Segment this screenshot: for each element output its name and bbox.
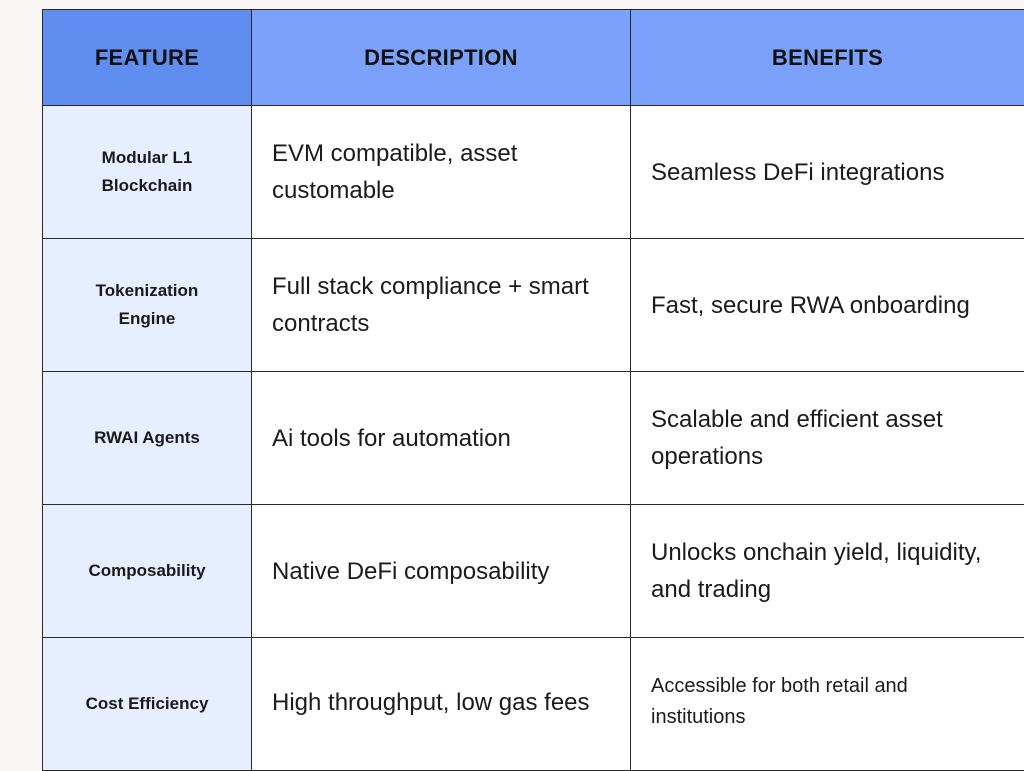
table-row: Modular L1 Blockchain EVM compatible, as… bbox=[43, 106, 1024, 239]
table-row: Tokenization Engine Full stack complianc… bbox=[43, 239, 1024, 372]
header-row: FEATURE DESCRIPTION BENEFITS bbox=[43, 10, 1024, 106]
description-column-header: DESCRIPTION bbox=[252, 10, 631, 106]
benefits-cell: Fast, secure RWA onboarding bbox=[631, 239, 1024, 372]
description-cell: Ai tools for automation bbox=[252, 372, 631, 505]
description-cell: High throughput, low gas fees bbox=[252, 638, 631, 771]
benefits-cell: Unlocks onchain yield, liquidity, and tr… bbox=[631, 505, 1024, 638]
table-row: Cost Efficiency High throughput, low gas… bbox=[43, 638, 1024, 771]
feature-table: FEATURE DESCRIPTION BENEFITS Modular L1 … bbox=[42, 9, 1024, 771]
description-cell: Native DeFi composability bbox=[252, 505, 631, 638]
description-cell: Full stack compliance + smart contracts bbox=[252, 239, 631, 372]
table-body: Modular L1 Blockchain EVM compatible, as… bbox=[43, 106, 1024, 771]
benefits-cell: Seamless DeFi integrations bbox=[631, 106, 1024, 239]
feature-cell: RWAI Agents bbox=[43, 372, 252, 505]
table-row: Composability Native DeFi composability … bbox=[43, 505, 1024, 638]
feature-cell: Tokenization Engine bbox=[43, 239, 252, 372]
benefits-column-header: BENEFITS bbox=[631, 10, 1024, 106]
benefits-cell: Accessible for both retail and instituti… bbox=[631, 638, 1024, 771]
benefits-cell: Scalable and efficient asset operations bbox=[631, 372, 1024, 505]
description-cell: EVM compatible, asset customable bbox=[252, 106, 631, 239]
feature-cell: Cost Efficiency bbox=[43, 638, 252, 771]
feature-cell: Composability bbox=[43, 505, 252, 638]
table-header: FEATURE DESCRIPTION BENEFITS bbox=[43, 10, 1024, 106]
feature-cell: Modular L1 Blockchain bbox=[43, 106, 252, 239]
table-row: RWAI Agents Ai tools for automation Scal… bbox=[43, 372, 1024, 505]
feature-table-container: FEATURE DESCRIPTION BENEFITS Modular L1 … bbox=[42, 9, 1024, 768]
feature-column-header: FEATURE bbox=[43, 10, 252, 106]
